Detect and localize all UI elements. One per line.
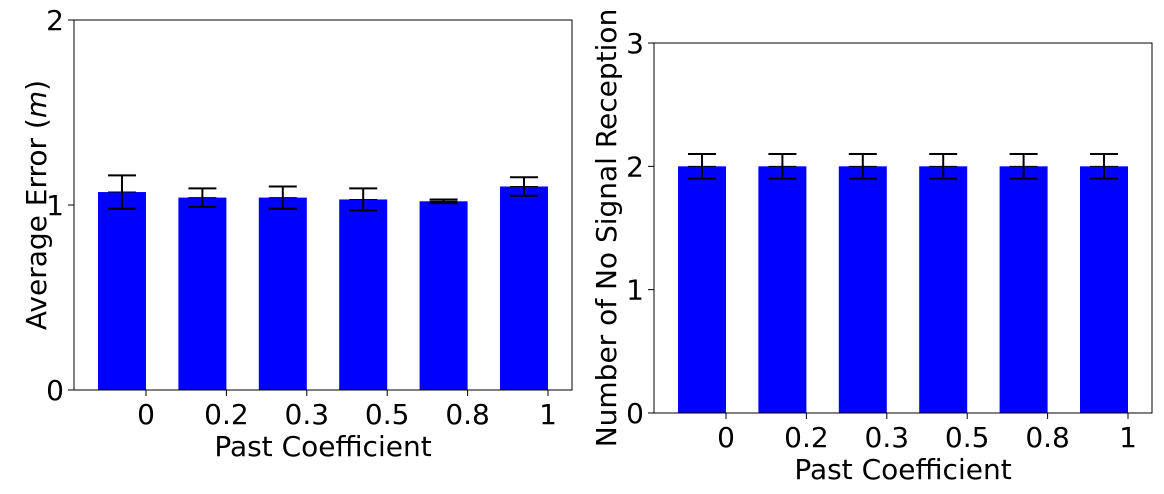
bar-0.3 (258, 197, 307, 390)
chart-average-error: 0 0.2 0.3 0.5 0.8 1 0 1 2 Past Coefficient Avera… (20, 4, 573, 463)
x-tick-label: 0.8 (1025, 421, 1070, 454)
y-axis-label: Number of No Signal Reception (590, 9, 623, 448)
bar-0.8 (419, 201, 468, 390)
error-bar-0.3 (848, 153, 877, 180)
tick-labels: 0 0.2 0.3 0.5 0.8 1 0 1 2 (46, 4, 557, 431)
error-bar-0.2 (188, 187, 217, 208)
x-tick-label: 0.3 (865, 421, 910, 454)
bar-0.2 (758, 166, 807, 413)
bar-0.5 (339, 199, 388, 390)
bar-0 (678, 166, 726, 413)
y-tick-label: 3 (626, 27, 644, 60)
bar-1 (500, 186, 548, 390)
x-axis-label: Past Coefficient (214, 430, 431, 463)
error-bar-0 (108, 174, 136, 210)
y-tick-label: 2 (46, 4, 64, 37)
x-tick-label: 0.5 (365, 398, 410, 431)
error-bar-1 (510, 176, 538, 197)
error-bar-0.5 (929, 153, 958, 180)
x-tick-label: 0.2 (204, 398, 249, 431)
y-tick-label: 1 (626, 274, 644, 307)
y-tick-label: 0 (626, 397, 644, 430)
x-tick-label: 0 (137, 398, 155, 431)
bar-1 (1080, 166, 1128, 413)
x-tick-label: 0.8 (445, 398, 490, 431)
y-tick-label: 1 (46, 189, 64, 222)
bar-0.2 (178, 197, 227, 390)
x-tick-label: 0.2 (784, 421, 829, 454)
error-bar-0.3 (268, 185, 297, 210)
x-tick-label: 1 (1119, 421, 1137, 454)
x-tick-label: 0 (717, 421, 735, 454)
tick-labels: 0 0.2 0.3 0.5 0.8 1 0 1 2 3 (626, 27, 1137, 454)
y-tick-label: 2 (626, 150, 644, 183)
y-tick-label: 0 (46, 374, 64, 407)
error-bar-1 (1090, 153, 1118, 180)
bars-group (678, 153, 1128, 413)
error-bar-0 (688, 153, 716, 180)
plot-frame (653, 42, 1153, 414)
x-tick-label: 1 (539, 398, 557, 431)
error-bar-0.8 (1009, 153, 1038, 180)
plot-frame (73, 19, 573, 391)
chart-no-signal-reception: 0 0.2 0.3 0.5 0.8 1 0 1 2 3 Past Coefficient Numb… (590, 9, 1153, 486)
bar-0.3 (838, 166, 887, 413)
error-bar-0.2 (768, 153, 797, 180)
error-bar-0.8 (429, 198, 458, 205)
x-axis-label: Past Coefficient (794, 453, 1011, 486)
x-tick-label: 0.5 (945, 421, 990, 454)
x-tick-label: 0.3 (285, 398, 330, 431)
y-axis-label: Average Error (m) (20, 80, 53, 330)
error-bar-0.5 (349, 187, 378, 212)
bar-0 (98, 192, 146, 390)
bar-0.5 (919, 166, 968, 413)
bars-group (98, 174, 548, 390)
bar-0.8 (999, 166, 1048, 413)
